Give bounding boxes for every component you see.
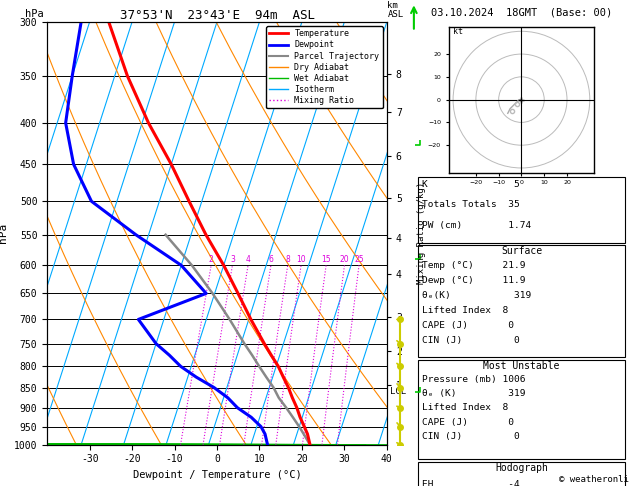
Text: Dewp (°C)     11.9: Dewp (°C) 11.9	[423, 276, 526, 285]
Y-axis label: hPa: hPa	[0, 223, 8, 243]
Text: 8: 8	[286, 255, 290, 264]
Text: PW (cm)        1.74: PW (cm) 1.74	[423, 221, 532, 230]
Bar	[418, 462, 625, 486]
Text: Most Unstable: Most Unstable	[483, 361, 560, 371]
Text: 10: 10	[296, 255, 306, 264]
Text: θₑ(K)           319: θₑ(K) 319	[423, 291, 532, 300]
Legend: Temperature, Dewpoint, Parcel Trajectory, Dry Adiabat, Wet Adiabat, Isotherm, Mi: Temperature, Dewpoint, Parcel Trajectory…	[266, 26, 382, 108]
Text: Lifted Index  8: Lifted Index 8	[423, 306, 509, 315]
Text: Totals Totals  35: Totals Totals 35	[423, 200, 520, 209]
Text: K               5: K 5	[423, 180, 520, 189]
Text: 3: 3	[230, 255, 235, 264]
Text: 2: 2	[209, 255, 213, 264]
Text: hPa: hPa	[25, 9, 44, 19]
Text: Hodograph: Hodograph	[495, 463, 548, 473]
Text: Mixing Ratio (g/kg): Mixing Ratio (g/kg)	[417, 182, 426, 284]
Text: CIN (J)         0: CIN (J) 0	[423, 432, 520, 441]
Text: CIN (J)         0: CIN (J) 0	[423, 336, 520, 345]
Text: 03.10.2024  18GMT  (Base: 00): 03.10.2024 18GMT (Base: 00)	[431, 7, 612, 17]
Text: Lifted Index  8: Lifted Index 8	[423, 403, 509, 412]
Bar	[418, 245, 625, 357]
Text: 6: 6	[269, 255, 274, 264]
Text: Temp (°C)     21.9: Temp (°C) 21.9	[423, 261, 526, 270]
Bar	[418, 360, 625, 459]
Text: © weatheronline.co.uk: © weatheronline.co.uk	[559, 475, 629, 484]
Text: CAPE (J)       0: CAPE (J) 0	[423, 321, 515, 330]
Text: Pressure (mb) 1006: Pressure (mb) 1006	[423, 375, 526, 384]
Text: LCL: LCL	[390, 387, 406, 396]
X-axis label: Dewpoint / Temperature (°C): Dewpoint / Temperature (°C)	[133, 470, 301, 480]
Text: EH             -4: EH -4	[423, 480, 520, 486]
Text: 25: 25	[354, 255, 364, 264]
Text: kt: kt	[453, 27, 463, 35]
Text: 15: 15	[321, 255, 331, 264]
Text: θₑ (K)         319: θₑ (K) 319	[423, 389, 526, 398]
Text: 20: 20	[340, 255, 349, 264]
Text: 4: 4	[246, 255, 250, 264]
Text: Surface: Surface	[501, 246, 542, 257]
Text: km
ASL: km ASL	[387, 1, 404, 19]
Title: 37°53'N  23°43'E  94m  ASL: 37°53'N 23°43'E 94m ASL	[120, 9, 314, 22]
Text: CAPE (J)       0: CAPE (J) 0	[423, 417, 515, 427]
Bar	[418, 177, 625, 243]
